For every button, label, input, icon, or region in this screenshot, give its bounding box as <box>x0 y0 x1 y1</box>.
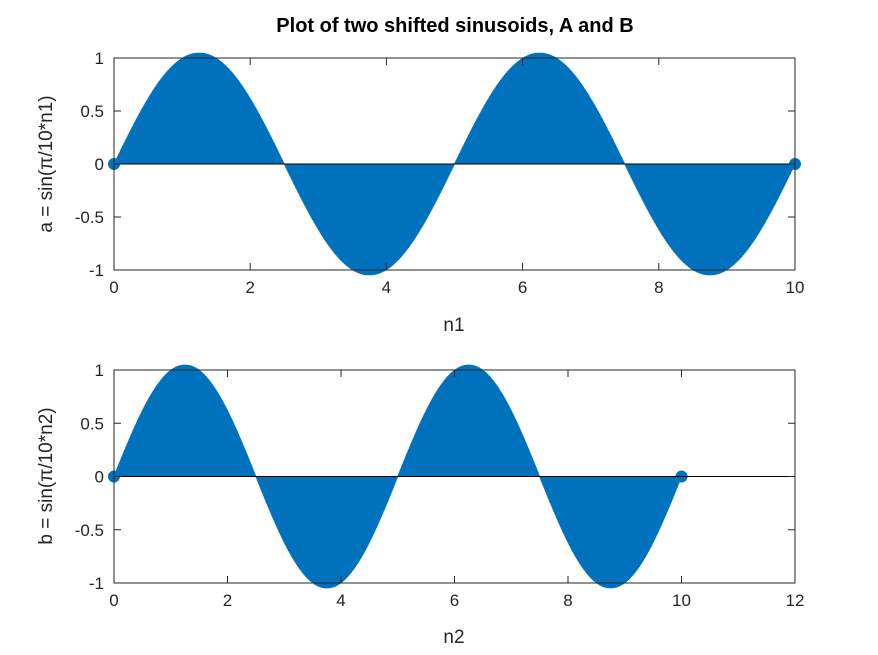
x-tick-label-bottom-4: 8 <box>563 591 572 610</box>
y-tick-label-top-0: -1 <box>89 261 104 280</box>
ticks-bottom: 0 2 4 6 8 10 12 -1 -0.5 0 0.5 1 <box>75 361 805 610</box>
y-tick-label-bottom-4: 1 <box>95 361 104 380</box>
y-tick-label-top-2: 0 <box>95 155 104 174</box>
x-tick-label-bottom-0: 0 <box>109 591 118 610</box>
ticks-top: 0 2 4 6 8 10 -1 -0.5 0 0.5 1 <box>75 49 805 297</box>
x-tick-label-top-1: 2 <box>245 278 254 297</box>
x-axis-label-bottom: n2 <box>443 627 464 648</box>
x-tick-label-bottom-5: 10 <box>672 591 691 610</box>
x-axis-label-top: n1 <box>443 315 464 336</box>
y-tick-label-bottom-1: -0.5 <box>75 521 104 540</box>
x-tick-label-top-0: 0 <box>109 278 118 297</box>
x-tick-label-bottom-1: 2 <box>223 591 232 610</box>
y-tick-label-top-1: -0.5 <box>75 208 104 227</box>
x-tick-label-bottom-3: 6 <box>450 591 459 610</box>
x-tick-label-top-5: 10 <box>786 278 805 297</box>
y-axis-label-top: a = sin(π/10*n1) <box>36 95 57 232</box>
y-tick-label-bottom-2: 0 <box>95 468 104 487</box>
y-axis-label-bottom: b = sin(π/10*n2) <box>36 407 57 544</box>
x-tick-label-bottom-2: 4 <box>336 591 345 610</box>
subplot-top: 0 2 4 6 8 10 -1 -0.5 0 0.5 1 n1 a = sin(π/10*n1) <box>36 49 804 336</box>
y-tick-label-bottom-3: 0.5 <box>80 414 104 433</box>
x-tick-label-bottom-6: 12 <box>786 591 805 610</box>
y-tick-label-bottom-0: -1 <box>89 574 104 593</box>
figure-title: Plot of two shifted sinusoids, A and B <box>276 15 633 37</box>
x-tick-label-top-2: 4 <box>382 278 391 297</box>
y-tick-label-top-4: 1 <box>95 49 104 68</box>
x-tick-label-top-3: 6 <box>518 278 527 297</box>
x-tick-label-top-4: 8 <box>654 278 663 297</box>
subplot-bottom: 0 2 4 6 8 10 12 -1 -0.5 0 0.5 1 n2 b = sin(π/10*n2) <box>36 361 804 648</box>
y-tick-label-top-3: 0.5 <box>80 102 104 121</box>
